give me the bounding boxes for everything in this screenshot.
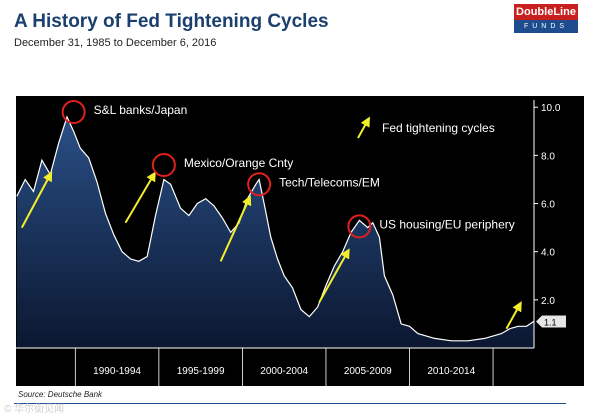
chart-subtitle: December 31, 1985 to December 6, 2016 bbox=[14, 37, 217, 49]
logo-brand-text: DoubleLine bbox=[514, 4, 578, 20]
last-value-badge bbox=[536, 315, 566, 328]
peak-circle bbox=[247, 172, 272, 197]
legend-arrow bbox=[357, 116, 370, 139]
x-tick-label: 1995-1999 bbox=[177, 366, 225, 377]
x-tick-label: 2010-2014 bbox=[427, 366, 475, 377]
tightening-arrow bbox=[124, 171, 156, 224]
y-tick-label: 6.0 bbox=[541, 200, 555, 211]
y-tick-label: 8.0 bbox=[541, 151, 555, 162]
y-tick-label: 2.0 bbox=[541, 296, 555, 307]
tightening-arrow bbox=[318, 248, 350, 303]
legend-label: Fed tightening cycles bbox=[382, 121, 495, 135]
x-tick-label: 1990-1994 bbox=[93, 366, 141, 377]
tightening-arrow bbox=[219, 195, 252, 262]
series-area bbox=[16, 116, 534, 349]
peak-circle bbox=[347, 214, 372, 239]
footer-divider bbox=[14, 403, 566, 404]
peak-annotation: Mexico/Orange Cnty bbox=[184, 156, 293, 170]
logo-funds-text: FUNDS bbox=[514, 20, 578, 33]
peak-circle bbox=[61, 100, 86, 125]
chart-title: A History of Fed Tightening Cycles bbox=[14, 11, 329, 32]
fed-tightening-chart: Fed tightening cycles S&L banks/Japan Mexi… bbox=[16, 96, 584, 386]
peak-circle bbox=[151, 153, 176, 178]
series-line bbox=[16, 115, 535, 342]
y-tick-label: 4.0 bbox=[541, 248, 555, 259]
x-tick-label: 2005-2009 bbox=[344, 366, 392, 377]
source-note: Source: Deutsche Bank bbox=[18, 390, 103, 399]
peak-annotation: US housing/EU periphery bbox=[379, 217, 514, 231]
y-tick-label: 10.0 bbox=[541, 103, 561, 114]
watermark: © 华尔街见闻 bbox=[4, 404, 65, 415]
last-value-label: 1.1 bbox=[544, 318, 557, 328]
tightening-arrow bbox=[505, 301, 522, 330]
doubleline-logo: DoubleLine FUNDS bbox=[514, 4, 578, 34]
tightening-arrow bbox=[20, 171, 53, 229]
peak-annotation: S&L banks/Japan bbox=[94, 103, 188, 117]
peak-annotation: Tech/Telecoms/EM bbox=[279, 175, 380, 189]
x-tick-label: 2000-2004 bbox=[260, 366, 308, 377]
